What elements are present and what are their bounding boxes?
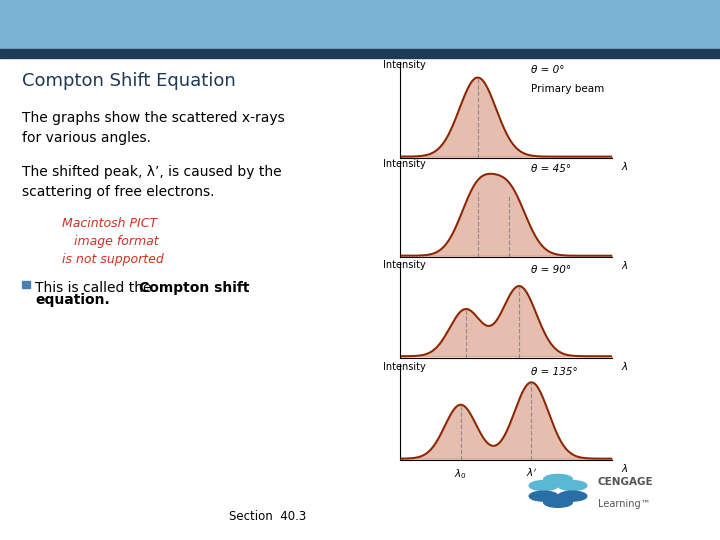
Text: $\lambda'$: $\lambda'$ [504,264,515,276]
Text: The graphs show the scattered x-rays
for various angles.: The graphs show the scattered x-rays for… [22,111,284,145]
Text: $\lambda$: $\lambda$ [621,462,628,474]
Text: $\lambda_0$: $\lambda_0$ [459,364,472,378]
Circle shape [529,491,558,501]
Circle shape [529,481,558,490]
Text: CENGAGE: CENGAGE [598,477,653,487]
Text: $\lambda$: $\lambda$ [621,160,628,172]
Text: $\lambda$: $\lambda$ [621,360,628,372]
Text: $\lambda'$: $\lambda'$ [513,364,525,377]
Text: Intensity: Intensity [382,260,426,270]
Text: $\lambda_0$: $\lambda_0$ [472,264,484,278]
Bar [22,281,30,288]
Text: $\lambda'$: $\lambda'$ [526,467,537,479]
Text: θ = 45°: θ = 45° [531,164,572,174]
Text: Primary beam: Primary beam [531,84,605,94]
Text: Intensity: Intensity [382,362,426,373]
Text: θ = 135°: θ = 135° [531,367,578,377]
Text: Macintosh PICT
   image format
is not supported: Macintosh PICT image format is not suppo… [62,217,163,266]
Text: This is called the: This is called the [35,281,156,295]
Text: θ = 0°: θ = 0° [531,65,564,75]
Text: θ = 90°: θ = 90° [531,265,572,275]
Text: $\lambda$: $\lambda$ [621,259,628,271]
Circle shape [558,481,587,490]
Text: Intensity: Intensity [382,60,426,70]
Text: The shifted peak, λ’, is caused by the
scattering of free electrons.: The shifted peak, λ’, is caused by the s… [22,165,282,199]
Circle shape [544,475,572,484]
Text: Compton Shift Equation: Compton Shift Equation [22,72,235,90]
Text: Compton shift: Compton shift [139,281,250,295]
Text: Section  40.3: Section 40.3 [230,510,307,523]
Text: $\lambda_0$: $\lambda_0$ [472,165,484,178]
Bar [0,49,720,58]
Text: Intensity: Intensity [382,159,426,170]
Text: equation.: equation. [35,293,109,307]
Circle shape [558,491,587,501]
Text: Learning™: Learning™ [598,499,650,509]
Circle shape [544,497,572,507]
Text: $\lambda_0$: $\lambda_0$ [454,467,467,481]
